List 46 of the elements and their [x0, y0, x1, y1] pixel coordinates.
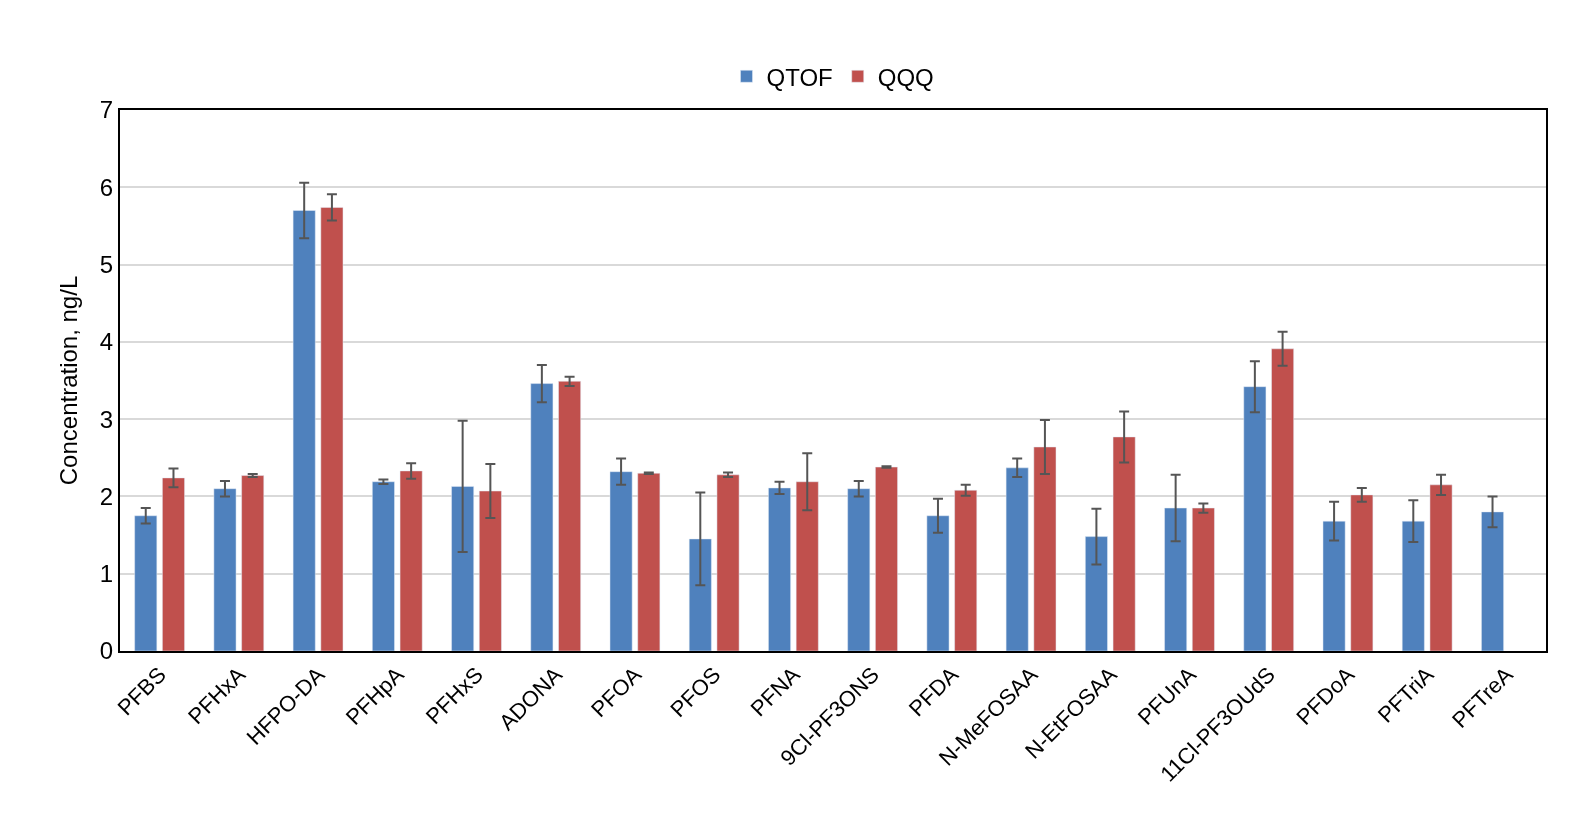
bar: [1481, 511, 1504, 651]
bar: [134, 515, 158, 651]
y-tick-label: 0: [99, 637, 114, 665]
bar: [954, 490, 978, 651]
bar: [1005, 467, 1029, 651]
bar: [451, 486, 474, 651]
bar: [768, 487, 791, 651]
bar: [213, 488, 237, 651]
y-tick-label: 2: [99, 482, 114, 510]
bar: [1243, 386, 1267, 651]
bar: [530, 383, 554, 651]
y-tick-label: 7: [99, 96, 114, 124]
bar: [1401, 520, 1425, 651]
bar: [795, 481, 819, 651]
y-tick-label: 1: [99, 560, 114, 588]
bar: [1271, 348, 1294, 651]
bar: [688, 538, 712, 651]
y-tick-label: 4: [99, 328, 114, 356]
bar: [1112, 436, 1136, 651]
bar: [1033, 446, 1057, 651]
bar: [479, 490, 502, 651]
bar: [162, 477, 185, 651]
bar: [637, 472, 661, 651]
bar: [847, 488, 871, 651]
bar: [241, 475, 265, 651]
bar: [399, 470, 423, 651]
bar: [1350, 494, 1374, 651]
y-tick-label: 3: [99, 405, 114, 433]
bar: [716, 474, 740, 651]
bar: [926, 515, 950, 651]
y-tick-label: 6: [99, 173, 114, 201]
legend-label: QQQ: [877, 63, 934, 91]
bar: [558, 381, 581, 651]
bar: [1164, 507, 1187, 651]
bar: [1322, 520, 1346, 651]
bar: [1192, 507, 1215, 651]
bar: [609, 471, 633, 651]
bar: [320, 207, 344, 651]
bar: [1085, 536, 1108, 651]
bar: [292, 210, 316, 651]
bar: [1429, 484, 1453, 651]
bar: [875, 466, 898, 651]
legend-label: QTOF: [766, 63, 833, 91]
y-axis-title: Concentration, ng/L: [55, 275, 83, 486]
bar: [372, 481, 395, 651]
y-tick-label: 5: [99, 250, 114, 278]
